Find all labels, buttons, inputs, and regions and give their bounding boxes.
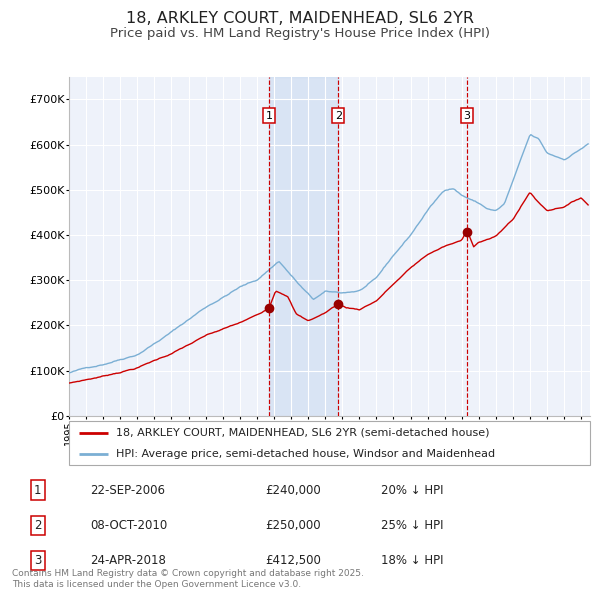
Text: 08-OCT-2010: 08-OCT-2010 <box>90 519 167 532</box>
Text: Contains HM Land Registry data © Crown copyright and database right 2025.
This d: Contains HM Land Registry data © Crown c… <box>12 569 364 589</box>
Text: HPI: Average price, semi-detached house, Windsor and Maidenhead: HPI: Average price, semi-detached house,… <box>116 449 495 459</box>
Text: 3: 3 <box>34 554 41 567</box>
Text: 2: 2 <box>335 111 342 121</box>
Text: 20% ↓ HPI: 20% ↓ HPI <box>380 484 443 497</box>
Text: Price paid vs. HM Land Registry's House Price Index (HPI): Price paid vs. HM Land Registry's House … <box>110 27 490 40</box>
Text: 1: 1 <box>266 111 273 121</box>
Text: £250,000: £250,000 <box>265 519 321 532</box>
Text: 25% ↓ HPI: 25% ↓ HPI <box>380 519 443 532</box>
Text: 1: 1 <box>34 484 41 497</box>
Text: 18, ARKLEY COURT, MAIDENHEAD, SL6 2YR: 18, ARKLEY COURT, MAIDENHEAD, SL6 2YR <box>126 11 474 25</box>
Text: 18, ARKLEY COURT, MAIDENHEAD, SL6 2YR (semi-detached house): 18, ARKLEY COURT, MAIDENHEAD, SL6 2YR (s… <box>116 428 490 438</box>
Text: 2: 2 <box>34 519 41 532</box>
Text: 24-APR-2018: 24-APR-2018 <box>90 554 166 567</box>
Bar <box>269 77 338 416</box>
Text: £240,000: £240,000 <box>265 484 321 497</box>
Text: 18% ↓ HPI: 18% ↓ HPI <box>380 554 443 567</box>
Text: 3: 3 <box>464 111 470 121</box>
Text: £412,500: £412,500 <box>265 554 322 567</box>
Text: 22-SEP-2006: 22-SEP-2006 <box>90 484 165 497</box>
